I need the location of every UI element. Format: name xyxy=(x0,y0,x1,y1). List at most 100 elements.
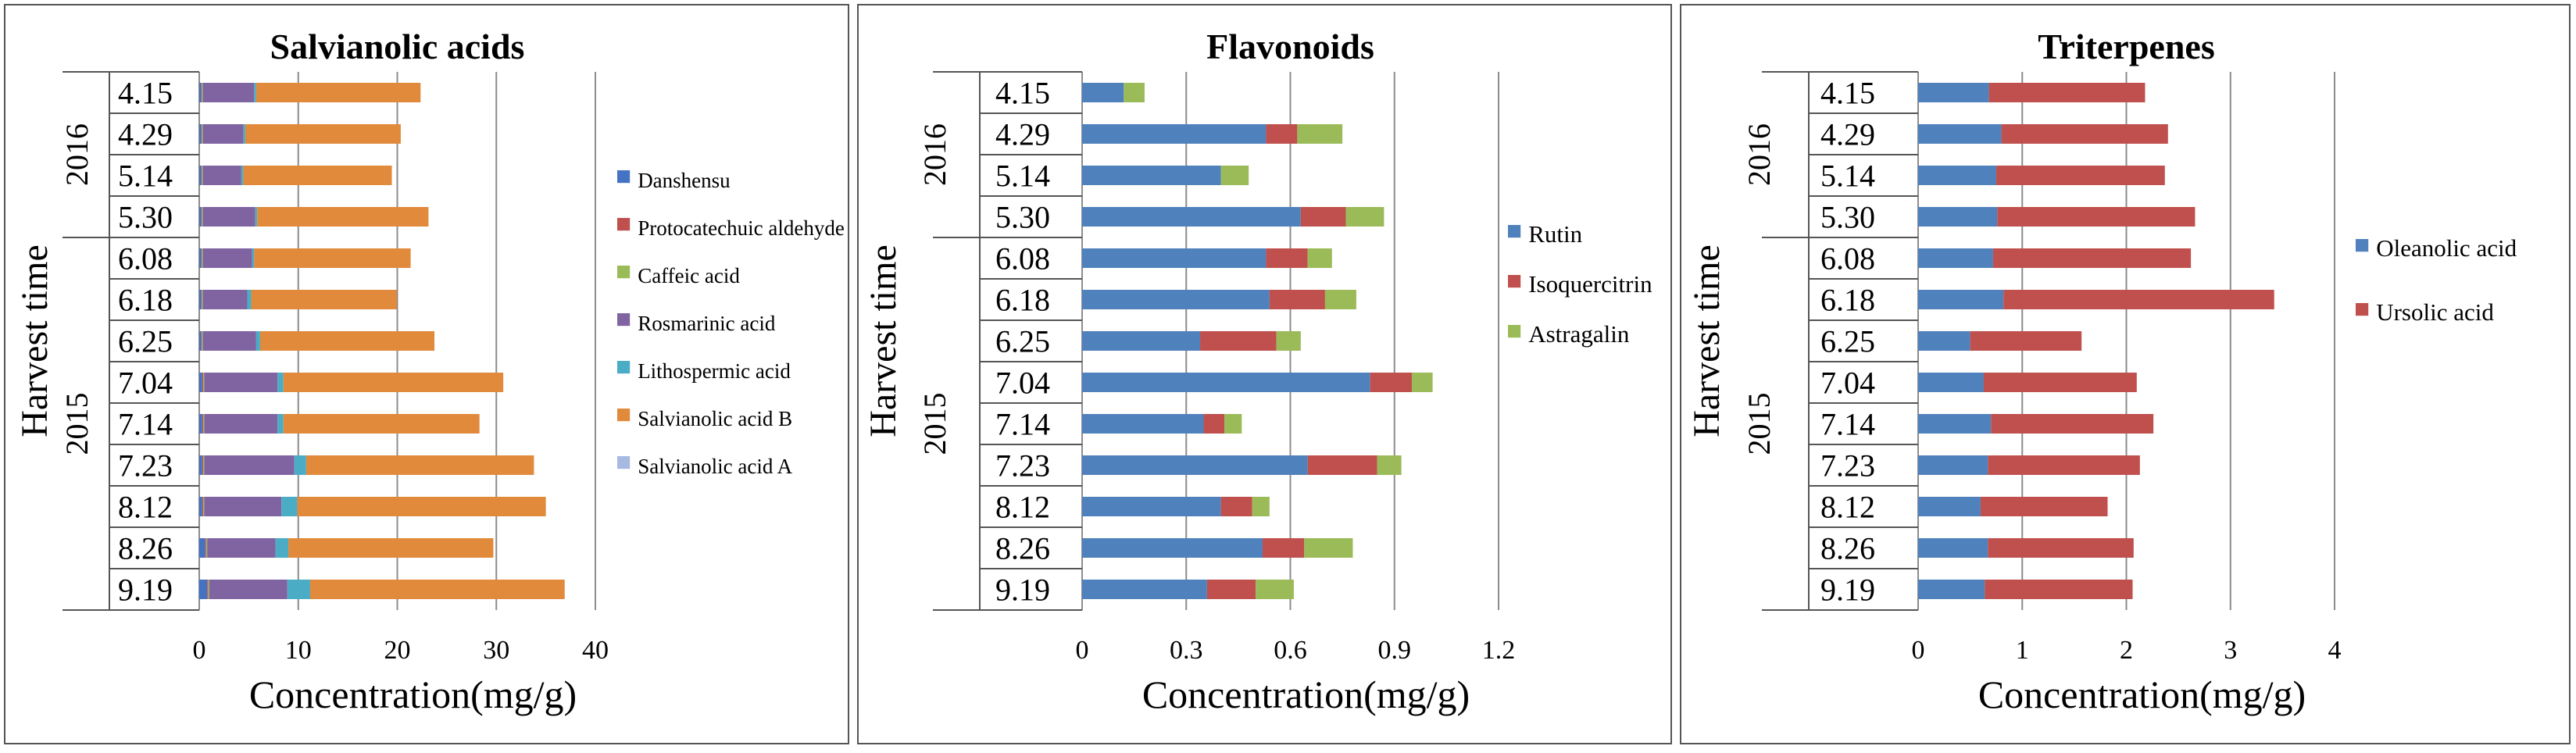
bar-oleanolic-acid xyxy=(1918,248,1993,268)
bar-protocatechuic-aldehyde xyxy=(202,414,204,434)
x-tick-label: 0.3 xyxy=(1170,636,1203,665)
bar-salvianolic-acid-b xyxy=(283,414,480,434)
legend-label: Oleanolic acid xyxy=(2376,234,2517,262)
bar-oleanolic-acid xyxy=(1918,166,1996,185)
bar-rosmarinic-acid xyxy=(207,538,276,558)
legend-swatch-oleanolic-acid xyxy=(2356,239,2369,252)
category-label: 5.14 xyxy=(995,159,1050,194)
bar-lithospermic-acid xyxy=(255,207,258,227)
bar-salvianolic-acid-b xyxy=(259,331,435,351)
bar-ursolic-acid xyxy=(1992,248,2192,268)
bar-danshensu xyxy=(199,373,202,392)
bar-isoquercitrin xyxy=(1269,290,1325,309)
bar-oleanolic-acid xyxy=(1918,124,2002,144)
bar-oleanolic-acid xyxy=(1918,373,1984,392)
bar-astragalin xyxy=(1304,538,1353,558)
bar-ursolic-acid xyxy=(1980,497,2108,516)
bar-rutin xyxy=(1082,497,1221,516)
panel-frame xyxy=(1680,4,2571,744)
category-label: 7.23 xyxy=(118,448,173,484)
bar-astragalin xyxy=(1411,373,1433,392)
bar-oleanolic-acid xyxy=(1918,580,1985,599)
bar-lithospermic-acid xyxy=(277,373,284,392)
bar-astragalin xyxy=(1252,497,1270,516)
bar-rutin xyxy=(1082,538,1263,558)
bar-oleanolic-acid xyxy=(1918,414,1992,434)
panel-frame xyxy=(857,4,1672,744)
legend-label: Rosmarinic acid xyxy=(638,312,776,335)
bar-isoquercitrin xyxy=(1220,497,1252,516)
legend-swatch-caffeic-acid xyxy=(617,266,631,279)
bar-lithospermic-acid xyxy=(281,497,298,516)
bar-danshensu xyxy=(199,580,208,599)
bar-isoquercitrin xyxy=(1266,124,1298,144)
bar-caffeic-acid xyxy=(203,373,205,392)
year-group-label: 2015 xyxy=(59,393,95,455)
x-tick-label: 0 xyxy=(193,636,206,665)
category-label: 8.12 xyxy=(118,490,173,525)
bar-ursolic-acid xyxy=(2001,124,2168,144)
bar-oleanolic-acid xyxy=(1918,207,1998,227)
year-group-label: 2016 xyxy=(1742,123,1777,186)
category-label: 5.30 xyxy=(1820,200,1875,235)
category-label: 7.23 xyxy=(1820,448,1875,484)
bar-astragalin xyxy=(1345,207,1384,227)
legend-label: Astragalin xyxy=(1528,320,1630,348)
year-group-label: 2015 xyxy=(1742,393,1777,455)
bar-oleanolic-acid xyxy=(1918,538,1988,558)
bar-rosmarinic-acid xyxy=(209,580,288,599)
bar-lithospermic-acid xyxy=(254,83,256,102)
x-tick-label: 1.2 xyxy=(1482,636,1516,665)
bar-rosmarinic-acid xyxy=(202,83,255,102)
bar-salvianolic-acid-b xyxy=(251,290,397,309)
bar-salvianolic-acid-b xyxy=(305,455,534,475)
bar-danshensu xyxy=(199,207,202,227)
bar-protocatechuic-aldehyde xyxy=(207,580,209,599)
bar-rosmarinic-acid xyxy=(202,290,248,309)
bar-isoquercitrin xyxy=(1200,331,1277,351)
bar-ursolic-acid xyxy=(1970,331,2082,351)
bar-rosmarinic-acid xyxy=(204,497,282,516)
bar-protocatechuic-aldehyde xyxy=(202,497,204,516)
category-label: 6.08 xyxy=(118,241,173,277)
x-tick-label: 0.9 xyxy=(1378,636,1412,665)
panel-frame xyxy=(4,4,849,744)
bar-rutin xyxy=(1082,414,1204,434)
category-label: 5.30 xyxy=(995,200,1050,235)
bar-danshensu xyxy=(199,248,202,268)
legend-swatch-rutin xyxy=(1508,225,1521,238)
category-label: 4.15 xyxy=(118,76,173,111)
bar-oleanolic-acid xyxy=(1918,455,1988,475)
bar-lithospermic-acid xyxy=(252,248,255,268)
x-tick-label: 1 xyxy=(2016,636,2029,665)
legend-swatch-danshensu xyxy=(617,170,631,184)
bar-ursolic-acid xyxy=(1988,455,2140,475)
bar-rutin xyxy=(1082,331,1201,351)
chart-triterpenes: Triterpenes 0 1 2 3 4 4.15 4.29 5.14 5.30 6.08 6.18… xyxy=(1680,4,2571,744)
legend-swatch-isoquercitrin xyxy=(1508,275,1521,288)
bar-salvianolic-acid-b xyxy=(283,373,504,392)
bar-salvianolic-acid-b xyxy=(254,248,411,268)
bar-rutin xyxy=(1082,248,1267,268)
category-label: 4.29 xyxy=(995,117,1050,152)
bar-isoquercitrin xyxy=(1370,373,1412,392)
x-axis-title: Concentration(mg/g) xyxy=(1978,673,2306,716)
bar-rutin xyxy=(1082,373,1370,392)
bar-protocatechuic-aldehyde xyxy=(202,373,204,392)
legend-label: Rutin xyxy=(1528,220,1582,248)
legend-swatch-rosmarinic-acid xyxy=(617,313,631,327)
category-label: 8.26 xyxy=(118,531,173,566)
legend-swatch-lithospermic-acid xyxy=(617,361,631,374)
bar-rosmarinic-acid xyxy=(202,124,244,144)
category-label: 7.14 xyxy=(118,407,173,442)
bar-rutin xyxy=(1082,83,1124,102)
bar-danshensu xyxy=(199,497,202,516)
bar-danshensu xyxy=(199,414,202,434)
bar-oleanolic-acid xyxy=(1918,83,1989,102)
chart-flavonoids: Flavonoids 0 0.3 0.6 0.9 1.2 4.15 4.29 5.14 5.30 6… xyxy=(857,4,1672,744)
legend-label: Ursolic acid xyxy=(2376,298,2494,326)
bar-astragalin xyxy=(1297,124,1343,144)
bar-salvianolic-acid-b xyxy=(257,207,429,227)
bar-danshensu xyxy=(199,538,205,558)
bar-rutin xyxy=(1082,124,1267,144)
